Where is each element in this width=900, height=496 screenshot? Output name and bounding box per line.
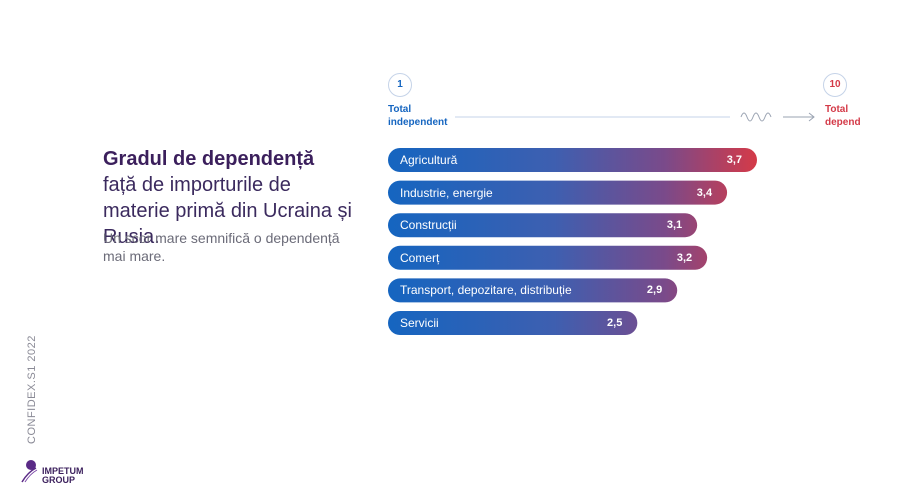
bar-label-5: Servicii [400, 316, 439, 330]
scale-min-label-line2: independent [388, 117, 448, 128]
bar-5 [388, 311, 638, 335]
bar-label-3: Comerț [400, 250, 440, 265]
bar-value-0: 3,7 [726, 154, 742, 166]
bar-label-2: Construcții [400, 218, 457, 233]
bar-2 [388, 213, 698, 238]
chart-headline: Gradul de dependență față de importurile… [103, 146, 353, 250]
bar-value-4: 2,9 [646, 284, 663, 297]
bar-value-2: 3,1 [666, 219, 683, 232]
scale-max-label-line1: Total [825, 104, 849, 115]
bar-1 [388, 180, 728, 205]
source-label: CONFIDEX.S1 2022 [26, 335, 38, 444]
impetum-logo-icon [21, 460, 38, 483]
logo-line1: IMPETUM [42, 466, 84, 476]
logo-line2: GROUP [42, 475, 76, 485]
bar-4 [388, 278, 678, 303]
company-logo-text: IMPETUM GROUP [42, 467, 84, 485]
scale-min-label-line1: Total [388, 104, 412, 115]
bar-value-5: 2,5 [607, 317, 623, 329]
headline-bold: Gradul de dependență [103, 148, 315, 170]
bar-label-0: Agricultură [400, 153, 458, 167]
scale-max-label-line2: depend [825, 117, 861, 128]
scale-min-label: Total independent [388, 103, 447, 129]
bar-3 [388, 245, 708, 270]
scale-max-circle: 10 [823, 73, 847, 97]
chart-subtitle: Un scor mare semnifică o dependență mai … [103, 230, 340, 264]
bar-value-1: 3,4 [696, 186, 713, 199]
bar-label-4: Transport, depozitare, distribuție [400, 283, 572, 298]
headline-rest: față de importurile de materie primă din… [103, 174, 352, 248]
bar-0 [388, 148, 757, 172]
scale-min-circle: 1 [388, 73, 412, 97]
scale-max-label: Total depend [825, 103, 861, 129]
bar-label-1: Industrie, energie [400, 185, 493, 200]
bar-value-3: 3,2 [676, 251, 693, 264]
